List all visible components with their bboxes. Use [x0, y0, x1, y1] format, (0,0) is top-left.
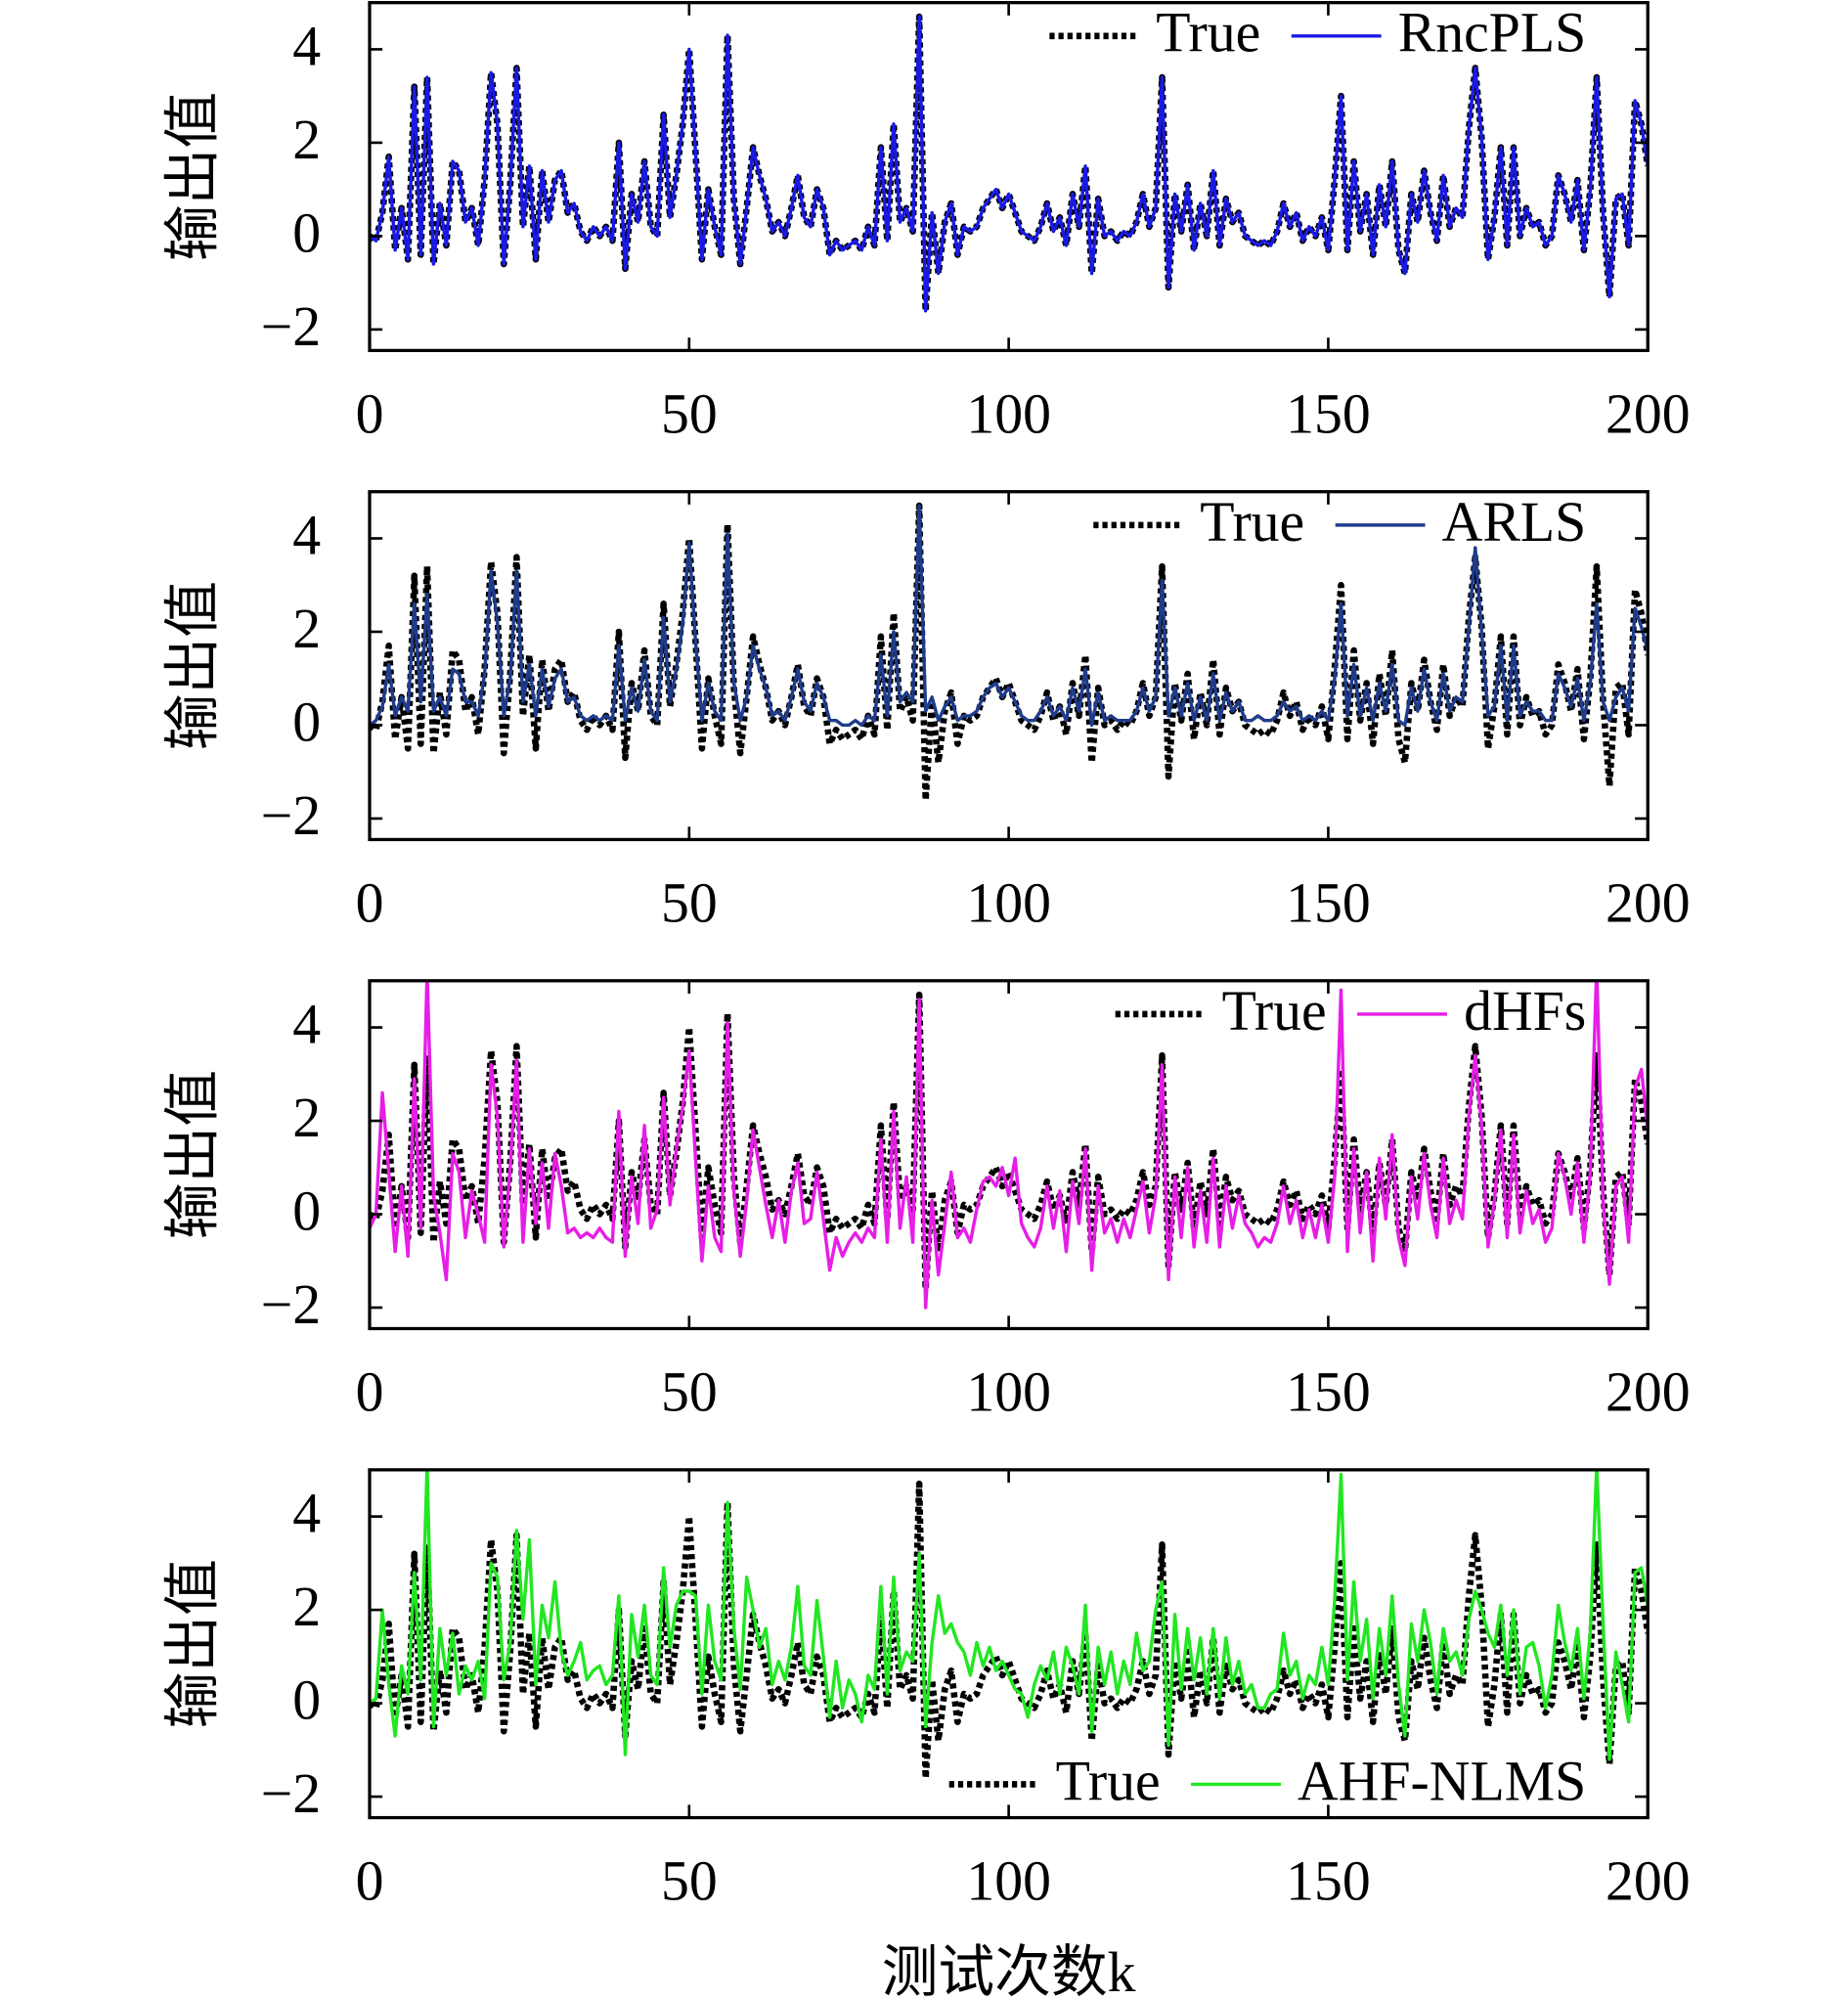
x-tick-label: 100 [966, 1851, 1051, 1913]
x-tick-label: 0 [356, 1851, 384, 1913]
y-tick-label: −2 [261, 296, 321, 358]
x-tick-label: 200 [1606, 384, 1691, 446]
series-line [370, 991, 1649, 1293]
series-line [370, 504, 1649, 728]
x-tick-label: 50 [661, 1362, 718, 1424]
series-line [370, 1469, 1649, 1761]
x-tick-label: 150 [1286, 1851, 1371, 1913]
x-tick-label: 200 [1606, 1851, 1691, 1913]
x-tick-label: 200 [1606, 1362, 1691, 1424]
y-tick-label: 0 [292, 691, 321, 753]
y-tick-label: 2 [292, 599, 321, 660]
x-tick-label: 50 [661, 384, 718, 446]
x-tick-label: 150 [1286, 1362, 1371, 1424]
series-line [370, 1480, 1649, 1782]
x-axis-label: 测试次数k [882, 1942, 1136, 2000]
y-tick-label: 2 [292, 1577, 321, 1638]
x-tick-label: 50 [661, 873, 718, 935]
y-tick-label: 0 [292, 1669, 321, 1731]
legend-label: True [1222, 981, 1327, 1043]
y-tick-label: 4 [292, 505, 321, 566]
y-tick-label: −2 [261, 1274, 321, 1336]
x-tick-label: 150 [1286, 384, 1371, 446]
x-tick-label: 100 [966, 1362, 1051, 1424]
x-tick-label: 100 [966, 873, 1051, 935]
x-tick-label: 200 [1606, 873, 1691, 935]
y-tick-label: 4 [292, 16, 321, 77]
series-line [370, 502, 1649, 804]
x-tick-label: 150 [1286, 873, 1371, 935]
legend-label: True [1200, 492, 1304, 554]
legend-label: ARLS [1442, 492, 1587, 554]
y-axis-label: 输出值 [163, 92, 225, 261]
x-tick-label: 0 [356, 384, 384, 446]
legend-label: dHFs [1464, 981, 1586, 1043]
y-tick-label: 4 [292, 994, 321, 1055]
y-tick-label: 2 [292, 1088, 321, 1149]
y-tick-label: 0 [292, 202, 321, 264]
y-axis-label: 输出值 [163, 1070, 225, 1239]
legend-label: AHF-NLMS [1298, 1751, 1586, 1812]
y-axis-label: 输出值 [163, 1559, 225, 1728]
y-tick-label: 2 [292, 110, 321, 171]
legend-label: True [1056, 1751, 1161, 1812]
y-tick-label: 0 [292, 1180, 321, 1242]
x-tick-label: 0 [356, 873, 384, 935]
x-tick-label: 100 [966, 384, 1051, 446]
y-axis-label: 输出值 [163, 581, 225, 750]
legend-label: RncPLS [1398, 3, 1587, 65]
y-tick-label: 4 [292, 1483, 321, 1544]
series-line [370, 15, 1649, 313]
series-line [370, 980, 1649, 1310]
y-tick-label: −2 [261, 1763, 321, 1825]
legend-label: True [1156, 3, 1260, 65]
x-tick-label: 50 [661, 1851, 718, 1913]
y-tick-label: −2 [261, 785, 321, 847]
x-tick-label: 0 [356, 1362, 384, 1424]
